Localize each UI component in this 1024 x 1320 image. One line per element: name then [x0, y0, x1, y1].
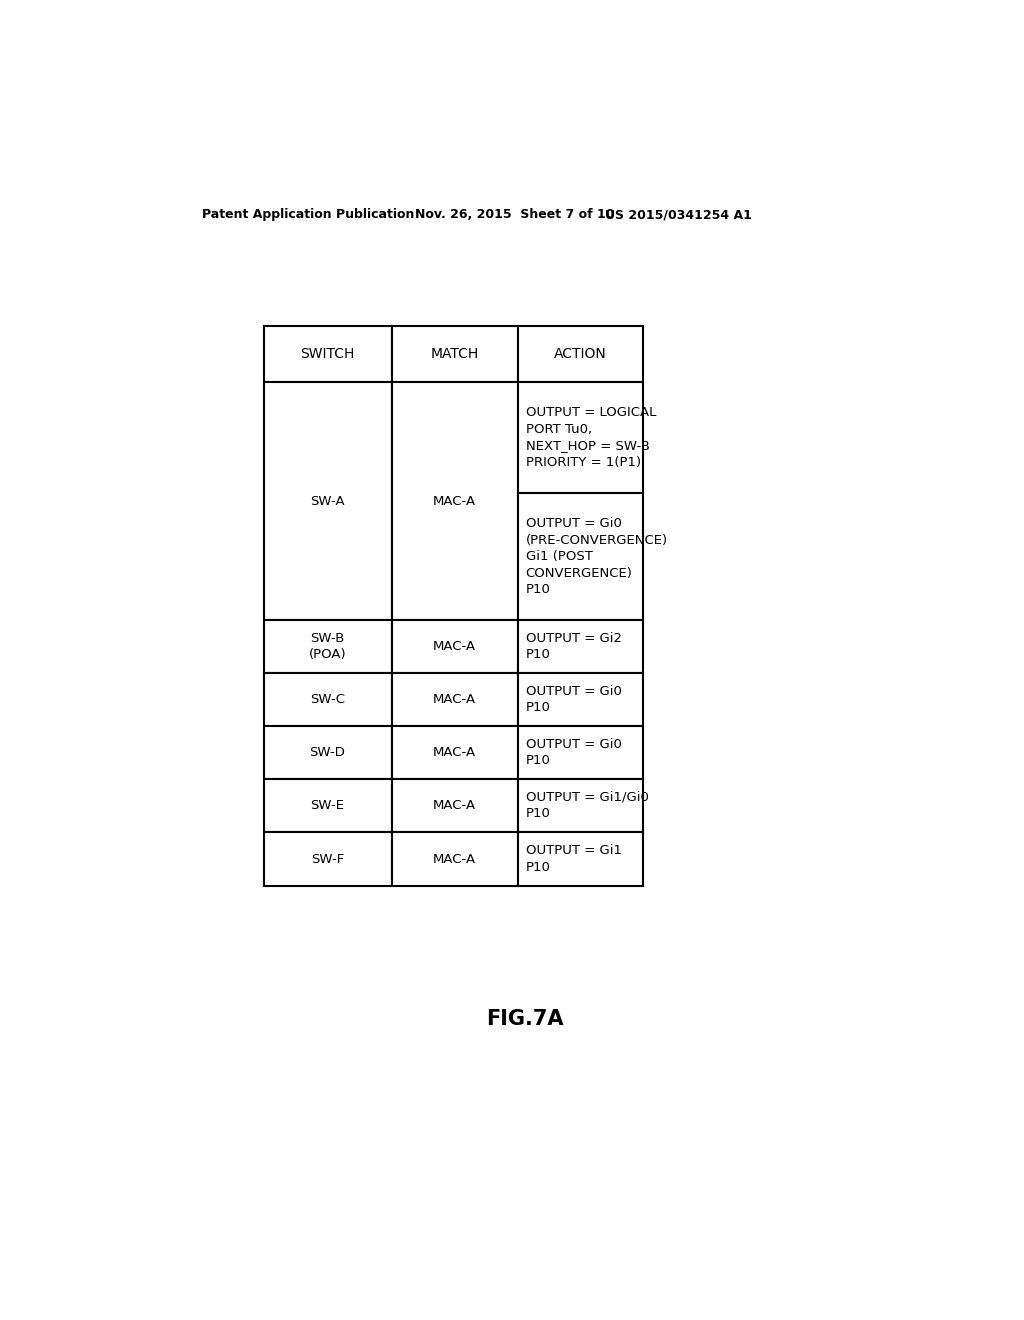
Text: ACTION: ACTION [554, 347, 607, 360]
Text: OUTPUT = Gi0
P10: OUTPUT = Gi0 P10 [525, 738, 622, 767]
Text: SW-F: SW-F [311, 853, 344, 866]
Bar [263, 381, 391, 620]
Text: OUTPUT = Gi1
P10: OUTPUT = Gi1 P10 [525, 845, 622, 874]
Bar [391, 673, 518, 726]
Bar [518, 832, 643, 886]
Text: US 2015/0341254 A1: US 2015/0341254 A1 [604, 209, 752, 222]
Text: OUTPUT = Gi2
P10: OUTPUT = Gi2 P10 [525, 632, 622, 661]
Bar [391, 779, 518, 832]
Text: Patent Application Publication: Patent Application Publication [202, 209, 414, 222]
Bar [518, 779, 643, 832]
Text: MAC-A: MAC-A [433, 495, 476, 508]
Bar [391, 326, 518, 381]
Text: SW-A: SW-A [310, 495, 345, 508]
Text: MATCH: MATCH [430, 347, 479, 360]
Text: SW-E: SW-E [310, 799, 344, 812]
Bar [263, 620, 391, 673]
Bar [263, 673, 391, 726]
Text: MAC-A: MAC-A [433, 640, 476, 653]
Text: MAC-A: MAC-A [433, 693, 476, 706]
Text: SW-B
(POA): SW-B (POA) [309, 632, 346, 661]
Text: OUTPUT = Gi1/Gi0
P10: OUTPUT = Gi1/Gi0 P10 [525, 791, 648, 820]
Bar [391, 381, 518, 620]
Bar [263, 326, 391, 381]
Bar [518, 726, 643, 779]
Text: SW-D: SW-D [309, 746, 345, 759]
Bar [518, 381, 643, 494]
Bar [391, 726, 518, 779]
Bar [263, 726, 391, 779]
Text: OUTPUT = Gi0
(PRE-CONVERGENCE)
Gi1 (POST
CONVERGENCE)
P10: OUTPUT = Gi0 (PRE-CONVERGENCE) Gi1 (POST… [525, 517, 668, 597]
Bar [263, 779, 391, 832]
Text: SWITCH: SWITCH [300, 347, 354, 360]
Bar [391, 832, 518, 886]
Text: Nov. 26, 2015  Sheet 7 of 10: Nov. 26, 2015 Sheet 7 of 10 [415, 209, 614, 222]
Text: MAC-A: MAC-A [433, 799, 476, 812]
Text: FIG.7A: FIG.7A [486, 1010, 563, 1030]
Bar [263, 832, 391, 886]
Bar [518, 673, 643, 726]
Text: SW-C: SW-C [310, 693, 345, 706]
Bar [518, 326, 643, 381]
Text: OUTPUT = LOGICAL
PORT Tu0,
NEXT_HOP = SW-B
PRIORITY = 1(P1): OUTPUT = LOGICAL PORT Tu0, NEXT_HOP = SW… [525, 407, 656, 469]
Text: OUTPUT = Gi0
P10: OUTPUT = Gi0 P10 [525, 685, 622, 714]
Text: MAC-A: MAC-A [433, 853, 476, 866]
Bar [518, 494, 643, 620]
Bar [391, 620, 518, 673]
Bar [518, 620, 643, 673]
Text: MAC-A: MAC-A [433, 746, 476, 759]
